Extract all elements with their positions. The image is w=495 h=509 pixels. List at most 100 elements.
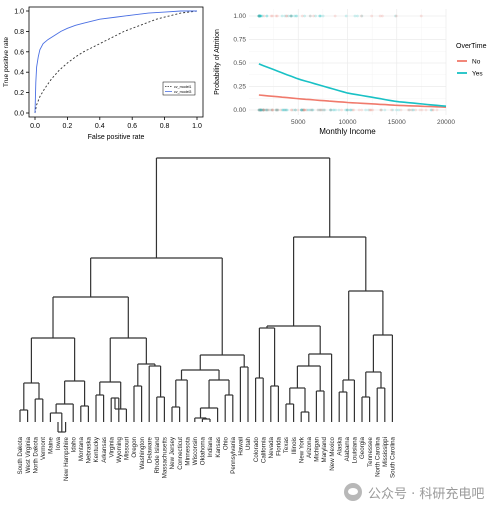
overtime-no-line: [258, 94, 447, 108]
observation-point: [318, 108, 322, 112]
observation-point: [274, 108, 278, 112]
observation-point: [308, 14, 312, 18]
y-tick-label: 0.00: [233, 107, 246, 114]
observation-point: [259, 108, 263, 112]
observation-point: [280, 108, 284, 112]
y-tick-label: 0.2: [14, 90, 24, 97]
observation-point: [259, 108, 263, 112]
observation-point: [310, 108, 313, 112]
observation-point: [310, 108, 314, 112]
observation-point: [307, 108, 310, 112]
leaf-label: Maryland: [321, 436, 328, 462]
observation-point: [261, 108, 265, 112]
observation-point: [348, 108, 352, 112]
observation-point: [408, 108, 412, 112]
observation-point: [424, 108, 428, 112]
legend-label: cv_model1: [174, 85, 191, 89]
leaf-label: Wyoming: [116, 436, 123, 462]
observation-point: [383, 108, 387, 112]
observation-point: [302, 108, 305, 112]
x-tick-label: 0.8: [160, 123, 170, 130]
observation-point: [301, 108, 305, 112]
observation-point: [329, 108, 333, 112]
observation-point: [431, 108, 435, 112]
observation-point: [257, 14, 261, 18]
observation-point: [290, 14, 294, 18]
observation-point: [319, 108, 322, 112]
observation-point: [259, 108, 263, 112]
leaf-label: Tennessee: [367, 436, 374, 466]
observation-point: [266, 108, 270, 112]
observation-point: [378, 14, 382, 18]
observation-point: [329, 108, 333, 112]
observation-point: [262, 14, 266, 18]
x-tick-label: 5000: [291, 119, 306, 126]
observation-point: [414, 108, 418, 112]
observation-point: [259, 108, 263, 112]
observation-point: [284, 14, 288, 18]
leaf-label: Montana: [78, 436, 85, 461]
observation-point: [257, 108, 261, 112]
observation-point: [314, 14, 317, 18]
observation-point: [348, 108, 352, 112]
y-tick-label: 0.25: [233, 84, 246, 91]
observation-point: [293, 108, 297, 112]
leaf-label: Texas: [283, 437, 290, 453]
leaf-label: Michigan: [314, 436, 321, 461]
observation-point: [262, 108, 266, 112]
leaf-label: Iowa: [55, 436, 62, 450]
observation-point: [257, 14, 261, 18]
observation-point: [305, 108, 309, 112]
observation-point: [270, 108, 274, 112]
observation-point: [289, 108, 293, 112]
observation-point: [269, 108, 273, 112]
observation-point: [262, 108, 266, 112]
leaf-label: Colorado: [253, 436, 260, 462]
observation-point: [261, 108, 265, 112]
x-axis-label: False positive rate: [88, 134, 145, 141]
observation-point: [261, 108, 265, 112]
observation-point: [265, 108, 268, 112]
observation-point: [258, 108, 262, 112]
observation-point: [369, 108, 372, 112]
observation-point: [262, 108, 266, 112]
observation-point: [299, 108, 303, 112]
leaf-label: Hawaii: [238, 437, 245, 456]
leaf-label: Georgia: [359, 436, 366, 459]
observation-point: [395, 108, 398, 112]
observation-point: [295, 14, 299, 18]
observation-point: [332, 108, 336, 112]
observation-point: [419, 14, 423, 18]
observation-point: [360, 14, 363, 18]
observation-point: [370, 14, 374, 18]
observation-point: [380, 108, 383, 112]
observation-point: [311, 108, 315, 112]
leaf-label: Nebraska: [86, 436, 93, 463]
y-tick-label: 1.0: [14, 9, 24, 16]
observation-point: [410, 108, 414, 112]
leaf-label: Oregon: [131, 436, 138, 457]
observation-point: [399, 108, 403, 112]
observation-point: [380, 14, 384, 18]
observation-point: [271, 14, 274, 18]
observation-point: [360, 108, 364, 112]
x-tick-label: 0.0: [30, 123, 40, 130]
observation-point: [300, 108, 303, 112]
observation-point: [281, 108, 285, 112]
observation-point: [304, 108, 308, 112]
observation-point: [264, 108, 268, 112]
observation-point: [267, 108, 271, 112]
observation-point: [360, 14, 364, 18]
observation-point: [287, 14, 290, 18]
watermark: 公众号 · 科研充电吧: [344, 480, 484, 504]
observation-point: [257, 14, 261, 18]
leaf-label: Kansas: [215, 437, 222, 458]
observation-point: [285, 108, 289, 112]
observation-point: [257, 14, 261, 18]
observation-point: [301, 108, 304, 112]
observation-point: [318, 14, 322, 18]
leaf-label: Nevada: [268, 436, 275, 458]
observation-point: [331, 108, 335, 112]
leaf-label: North Carolina: [374, 436, 381, 476]
observation-point: [299, 108, 303, 112]
